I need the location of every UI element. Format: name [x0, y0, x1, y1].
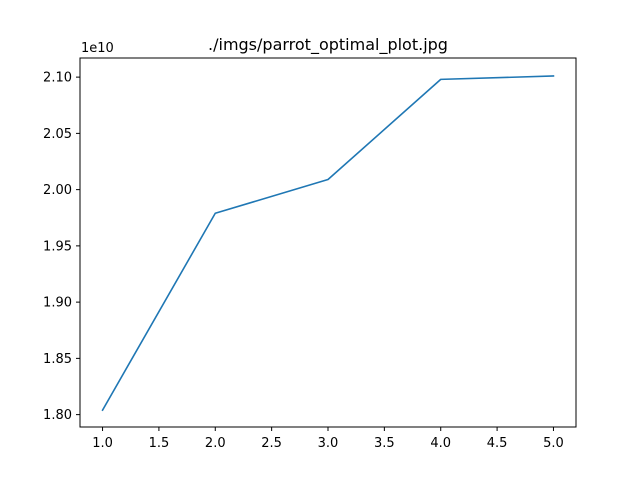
plot-area-frame	[79, 57, 577, 428]
chart-title: ./imgs/parrot_optimal_plot.jpg	[208, 35, 448, 55]
x-tick-label: 3.5	[374, 436, 395, 451]
y-tick-label: 1.95	[43, 239, 72, 254]
y-tick-label: 2.05	[43, 127, 72, 142]
series-layer	[101, 75, 555, 412]
y-tick-label: 2.10	[43, 71, 72, 86]
x-tick-label: 4.5	[487, 436, 508, 451]
x-tick-label: 2.0	[205, 436, 226, 451]
y-tick-label: 2.00	[43, 183, 72, 198]
x-tick-label: 5.0	[543, 436, 564, 451]
x-tick-label: 2.5	[261, 436, 282, 451]
y-axis-offset-label: 1e10	[81, 41, 114, 56]
x-tick-label: 1.5	[149, 436, 170, 451]
y-axis-ticks: 1.80 1.85 1.90 1.95 2.00 2.05 2.10	[43, 71, 80, 423]
y-tick-label: 1.80	[43, 408, 72, 423]
y-tick-label: 1.90	[43, 296, 72, 311]
x-tick-label: 1.0	[92, 436, 113, 451]
y-tick-label: 1.85	[43, 352, 72, 367]
x-tick-label: 3.0	[318, 436, 339, 451]
x-axis-ticks: 1.0 1.5 2.0 2.5 3.0 3.5 4.0 4.5 5.0	[92, 427, 564, 451]
x-tick-label: 4.0	[430, 436, 451, 451]
